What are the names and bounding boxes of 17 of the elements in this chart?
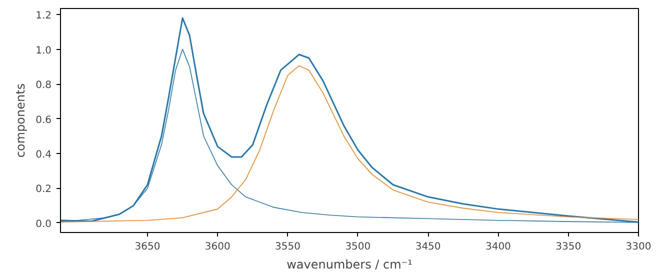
y-tick-label: 1.0: [36, 45, 52, 56]
y-tick-label: 0.6: [36, 114, 52, 126]
x-tick-label: 3500: [345, 242, 371, 252]
y-tick-label: 0.0: [36, 218, 52, 230]
x-axis-title: wavenumbers / cm⁻¹: [286, 258, 413, 272]
x-tick-label: 3600: [204, 242, 230, 252]
x-tick-label: 3650: [134, 242, 160, 252]
x-tick-label: 3400: [485, 242, 511, 252]
x-tick-label: 3350: [556, 242, 582, 252]
y-tick-label: 0.2: [36, 184, 52, 196]
y-tick-label: 0.8: [36, 80, 52, 92]
y-tick-label: 1.2: [36, 10, 52, 22]
x-tick-label: 3450: [415, 242, 441, 252]
x-tick-label: 3550: [275, 242, 300, 252]
y-tick-label: 0.4: [36, 149, 52, 160]
x-tick-label: 3300: [626, 242, 652, 252]
y-axis-title: components: [14, 83, 28, 158]
